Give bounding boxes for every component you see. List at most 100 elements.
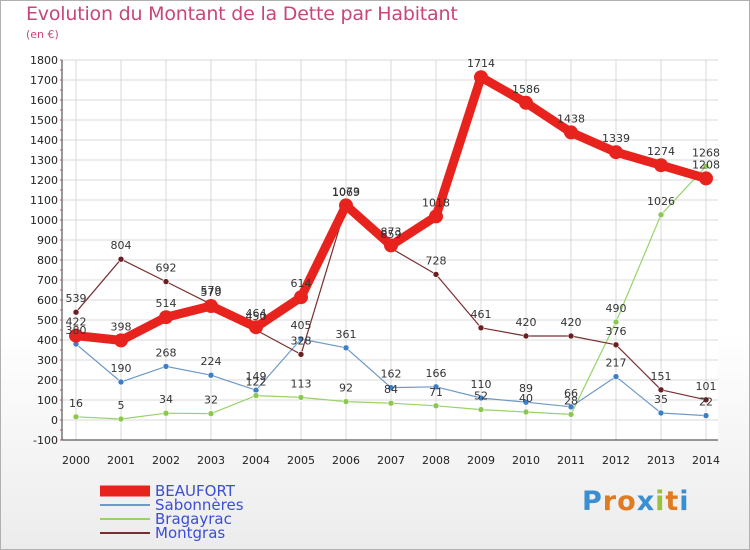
data-label: 40 xyxy=(519,392,533,405)
y-tick-label: 300 xyxy=(37,354,58,367)
data-label: 101 xyxy=(696,380,717,393)
data-label: 89 xyxy=(519,382,533,395)
data-label: 1268 xyxy=(692,146,720,159)
data-label: 110 xyxy=(471,378,492,391)
data-label: 579 xyxy=(201,284,222,297)
logo-letter: t xyxy=(665,486,680,517)
data-point xyxy=(294,290,308,305)
y-tick-label: -100 xyxy=(33,434,58,447)
data-point xyxy=(249,320,263,335)
x-tick-label: 2002 xyxy=(152,454,180,467)
x-tick-label: 2000 xyxy=(62,454,90,467)
x-tick-label: 2001 xyxy=(107,454,135,467)
y-tick-label: 100 xyxy=(37,394,58,407)
data-point xyxy=(387,384,395,391)
data-point xyxy=(159,310,173,325)
data-label: 22 xyxy=(699,396,713,409)
x-tick-label: 2010 xyxy=(512,454,540,467)
data-label: 380 xyxy=(66,324,87,337)
y-tick-label: 1200 xyxy=(30,174,58,187)
data-label: 71 xyxy=(429,386,443,399)
data-point xyxy=(117,415,125,423)
x-tick-label: 2004 xyxy=(242,454,270,467)
data-point xyxy=(252,392,260,399)
logo-letter: o xyxy=(617,486,637,517)
data-label: 217 xyxy=(606,357,627,370)
y-tick-label: 1800 xyxy=(30,54,58,67)
legend-item-sabonneres: Sabonnères xyxy=(100,496,400,514)
data-point xyxy=(342,344,350,352)
data-point xyxy=(297,335,305,343)
data-point xyxy=(564,125,578,140)
data-point xyxy=(207,371,215,379)
data-point xyxy=(117,255,125,263)
data-label: 1438 xyxy=(557,112,585,125)
data-label: 190 xyxy=(111,362,132,375)
data-label: 539 xyxy=(66,292,87,305)
y-tick-label: 800 xyxy=(37,254,58,267)
data-point xyxy=(162,278,170,285)
x-tick-label: 2003 xyxy=(197,454,225,467)
data-point xyxy=(567,411,575,418)
data-label: 804 xyxy=(111,239,132,252)
legend-item-montgras: Montgras xyxy=(100,524,400,542)
data-point xyxy=(657,211,665,219)
data-label: 514 xyxy=(156,297,177,310)
data-point xyxy=(699,171,713,186)
data-label: 692 xyxy=(156,262,177,275)
data-point xyxy=(567,332,575,340)
data-point xyxy=(702,412,710,419)
y-tick-label: 700 xyxy=(37,274,58,287)
data-label: 34 xyxy=(159,393,173,406)
data-point xyxy=(702,163,710,170)
logo-letter: i xyxy=(655,486,666,517)
data-label: 1274 xyxy=(647,145,675,158)
data-label: 464 xyxy=(246,307,267,320)
data-label: 450 xyxy=(246,310,267,323)
x-tick-label: 2011 xyxy=(557,454,585,467)
y-tick-label: 1000 xyxy=(30,214,58,227)
data-point xyxy=(432,402,440,410)
x-tick-label: 2013 xyxy=(647,454,675,467)
data-label: 122 xyxy=(246,376,267,389)
data-label: 52 xyxy=(474,390,488,403)
data-point xyxy=(204,299,218,313)
data-point xyxy=(72,413,80,421)
legend-item-beaufort: BEAUFORT xyxy=(100,482,400,500)
data-label: 268 xyxy=(156,346,177,359)
data-label: 224 xyxy=(201,355,222,368)
y-tick-label: 1500 xyxy=(30,114,58,127)
data-label: 166 xyxy=(426,367,447,380)
y-tick-label: 1300 xyxy=(30,154,58,167)
data-label: 422 xyxy=(66,316,87,329)
data-label: 859 xyxy=(381,228,402,241)
y-tick-label: 0 xyxy=(51,414,58,427)
legend-swatch-bragayrac xyxy=(100,518,150,520)
data-label: 1208 xyxy=(692,158,720,171)
y-tick-label: 1400 xyxy=(30,134,58,147)
y-tick-label: 400 xyxy=(37,334,58,347)
data-label: 328 xyxy=(291,334,312,347)
data-label: 461 xyxy=(471,308,492,321)
logo-letter: r xyxy=(602,486,618,517)
data-label: 376 xyxy=(606,325,627,338)
data-point xyxy=(522,408,530,416)
data-point xyxy=(69,328,83,343)
y-tick-label: 1600 xyxy=(30,94,58,107)
data-point xyxy=(519,95,533,110)
y-tick-label: 500 xyxy=(37,314,58,327)
data-point xyxy=(567,403,575,411)
data-point xyxy=(522,332,530,340)
data-point xyxy=(429,209,443,224)
legend-swatch-montgras xyxy=(100,532,150,534)
data-label: 151 xyxy=(651,370,672,383)
data-point xyxy=(477,406,485,413)
data-point xyxy=(162,363,170,370)
x-tick-label: 2005 xyxy=(287,454,315,467)
data-point xyxy=(114,333,128,348)
data-point xyxy=(297,394,305,401)
data-point xyxy=(162,409,170,417)
data-label: 32 xyxy=(204,394,218,407)
legend: BEAUFORT Sabonnères Bragayrac Montgras xyxy=(100,482,400,542)
